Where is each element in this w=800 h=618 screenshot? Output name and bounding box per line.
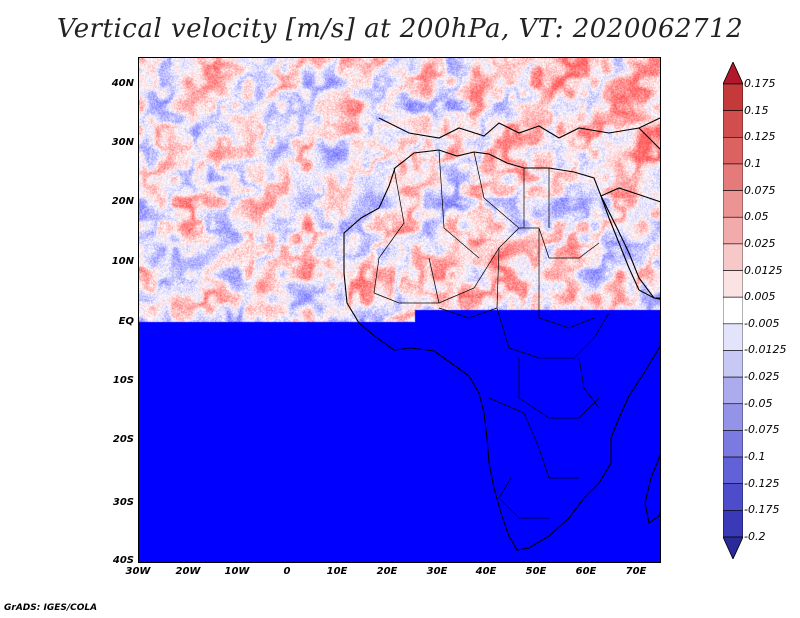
colorbar-label: -0.175 — [744, 503, 780, 517]
lat-label-30s: 30S — [112, 497, 134, 508]
colorbar-box — [723, 510, 743, 538]
lat-label-eq: EQ — [118, 316, 134, 327]
lat-label-40s: 40S — [112, 555, 134, 566]
colorbar-box — [723, 243, 743, 271]
lon-label-0: 0 — [283, 566, 291, 577]
colorbar-label: 0.125 — [744, 130, 776, 144]
colorbar-box — [723, 83, 743, 111]
lon-label-40e: 40E — [475, 566, 497, 577]
lon-label-30w: 30W — [125, 566, 151, 577]
lon-label-20w: 20W — [175, 566, 201, 577]
colorbar-label: -0.0125 — [744, 343, 787, 357]
asia-coast — [638, 127, 660, 150]
colorbar-label: 0.0125 — [744, 263, 783, 277]
colorbar-box — [723, 136, 743, 165]
lat-label-10n: 10N — [111, 256, 134, 267]
colorbar-box — [723, 456, 743, 485]
colorbar-top-arrow — [723, 62, 743, 85]
lat-label-40n: 40N — [111, 78, 134, 89]
colorbar-label: 0.05 — [744, 210, 769, 224]
footer-credit: GrADS: IGES/COLA — [4, 603, 98, 613]
colorbar-box — [723, 430, 743, 458]
lon-label-10w: 10W — [224, 566, 250, 577]
lat-label-20s: 20S — [112, 434, 134, 445]
madagascar-coast — [644, 454, 660, 524]
colorbar-label: 0.005 — [744, 290, 776, 304]
lon-label-70e: 70E — [625, 566, 647, 577]
lon-label-10e: 10E — [326, 566, 348, 577]
lat-label-20n: 20N — [111, 196, 134, 207]
map-title: Vertical velocity [m/s] at 200hPa, VT: 2… — [56, 14, 744, 44]
colorbar-label: 0.075 — [744, 183, 776, 197]
country-borders — [373, 149, 610, 519]
coastlines — [343, 117, 660, 551]
colorbar-box — [723, 216, 743, 245]
colorbar-label: -0.075 — [744, 423, 780, 437]
colorbar-box — [723, 110, 743, 138]
lon-label-60e: 60E — [575, 566, 597, 577]
colorbar-box — [723, 323, 743, 351]
colorbar-label: -0.2 — [744, 530, 766, 543]
colorbar-box — [723, 190, 743, 218]
colorbar — [723, 62, 743, 559]
map-panel — [138, 57, 661, 563]
europe-coast — [378, 117, 660, 139]
colorbar-box — [723, 403, 743, 431]
colorbar-label: 0.1 — [744, 156, 762, 170]
africa-coast — [343, 149, 660, 551]
lon-label-30e: 30E — [426, 566, 448, 577]
colorbar-box — [723, 163, 743, 191]
colorbar-label: 0.175 — [744, 77, 776, 90]
colorbar-label: 0.025 — [744, 236, 776, 250]
lon-label-20e: 20E — [376, 566, 398, 577]
lat-label-30n: 30N — [111, 137, 134, 148]
colorbar-label: -0.025 — [744, 370, 780, 384]
lat-label-10s: 10S — [112, 375, 134, 386]
colorbar-box — [723, 270, 743, 298]
arabia-coast — [600, 187, 660, 299]
colorbar-label: -0.005 — [744, 316, 780, 330]
colorbar-box — [723, 350, 743, 378]
colorbar-bottom-arrow — [723, 536, 743, 559]
lon-label-50e: 50E — [525, 566, 547, 577]
colorbar-label: -0.1 — [744, 450, 766, 464]
colorbar-label: 0.15 — [744, 103, 769, 117]
colorbar-label: -0.125 — [744, 476, 780, 490]
colorbar-box — [723, 483, 743, 511]
colorbar-box — [723, 296, 743, 325]
colorbar-box — [723, 376, 743, 405]
colorbar-label: -0.05 — [744, 396, 773, 410]
